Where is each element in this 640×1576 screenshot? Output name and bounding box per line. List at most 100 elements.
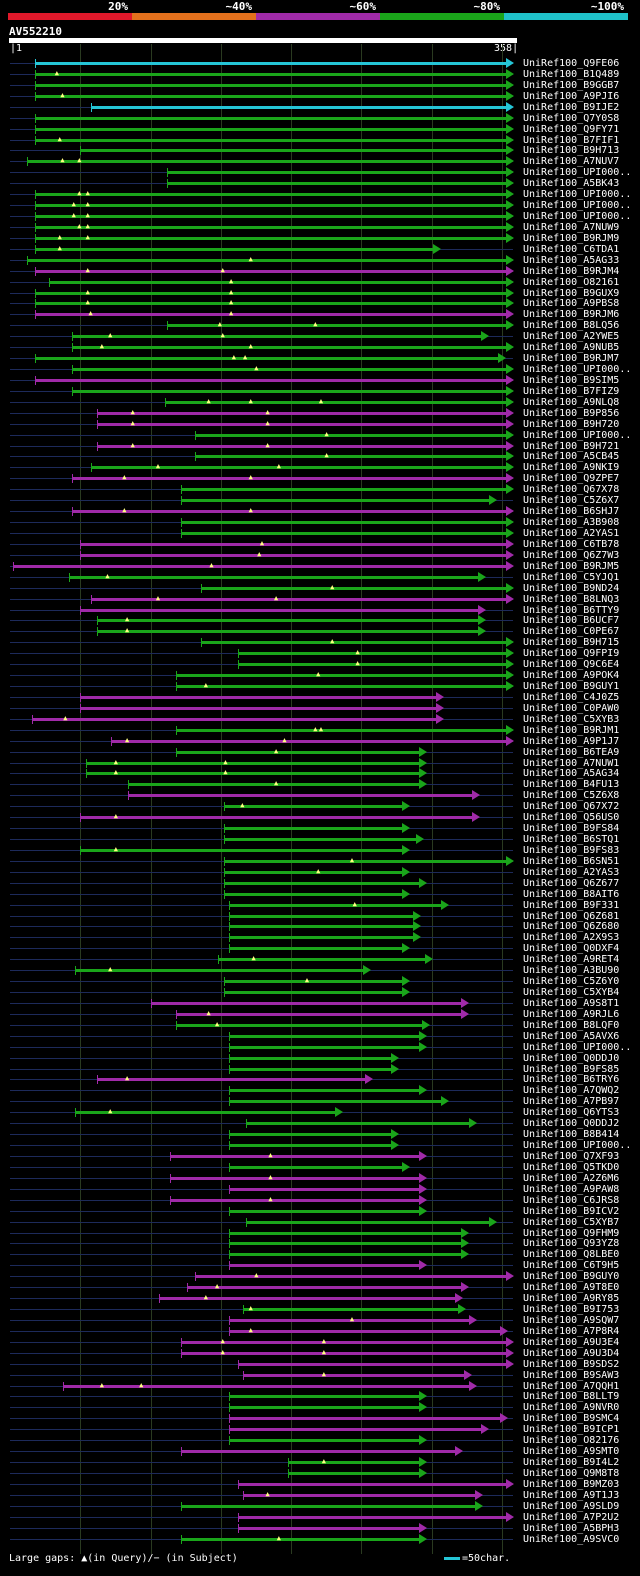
hit-label[interactable]: UniRef100_A9T8E0	[523, 1282, 620, 1294]
hit-label[interactable]: UniRef100_B8B414	[523, 1129, 620, 1141]
hit-alignment-bar[interactable]	[229, 925, 415, 929]
hit-alignment-bar[interactable]	[167, 171, 507, 175]
hit-row[interactable]: UniRef100_Q6Z680	[0, 921, 640, 932]
hit-label[interactable]: UniRef100_B9SIM5	[523, 374, 620, 386]
hit-row[interactable]: UniRef100_A5BK43	[0, 178, 640, 189]
hit-row[interactable]: ▲ UniRef100_A9RET4	[0, 954, 640, 965]
hit-row[interactable]: ▲ ▲ UniRef100_B9H721	[0, 440, 640, 452]
hit-row[interactable]: UniRef100_B9H713	[0, 145, 640, 156]
hit-row[interactable]: UniRef100_C4J0Z5	[0, 691, 640, 703]
hit-alignment-bar[interactable]	[35, 72, 507, 76]
hit-row[interactable]: UniRef100_UPI000..	[0, 1041, 640, 1053]
hit-row[interactable]: UniRef100_C0PAW0	[0, 702, 640, 714]
hit-label[interactable]: UniRef100_B8LLT9	[523, 1391, 620, 1403]
hit-row[interactable]: ▲ UniRef100_Q9C6E4	[0, 659, 640, 670]
hit-alignment-bar[interactable]	[175, 728, 507, 732]
hit-alignment-bar[interactable]	[181, 1450, 457, 1454]
hit-row[interactable]: ▲ ▲ UniRef100_B8LNQ3	[0, 593, 640, 605]
hit-alignment-bar[interactable]	[195, 455, 507, 459]
hit-alignment-bar[interactable]	[97, 444, 507, 448]
hit-alignment-bar[interactable]	[175, 1012, 463, 1016]
hit-row[interactable]: UniRef100_A5AVX6	[0, 1030, 640, 1042]
hit-label[interactable]: UniRef100_A5AVX6	[523, 1030, 620, 1042]
hit-label[interactable]: UniRef100_C5XYB4	[523, 987, 620, 999]
hit-label[interactable]: UniRef100_A9S8T1	[523, 997, 620, 1009]
hit-alignment-bar[interactable]	[223, 991, 404, 995]
hit-alignment-bar[interactable]	[223, 870, 404, 874]
hit-row[interactable]: UniRef100_B9MZ03	[0, 1478, 640, 1490]
hit-label[interactable]: UniRef100_A7P8R4	[523, 1325, 620, 1337]
hit-alignment-bar[interactable]	[97, 619, 479, 623]
hit-row[interactable]: ▲ UniRef100_B9I753	[0, 1304, 640, 1315]
hit-alignment-bar[interactable]	[229, 1406, 420, 1410]
hit-row[interactable]: ▲ UniRef100_A9RJL6	[0, 1008, 640, 1020]
hit-row[interactable]: ▲ ▲ UniRef100_UPI000..	[0, 211, 640, 222]
hit-row[interactable]: ▲ UniRef100_B9ND24	[0, 582, 640, 594]
hit-label[interactable]: UniRef100_B8LNQ3	[523, 593, 620, 605]
hit-row[interactable]: ▲ UniRef100_B9FS83	[0, 844, 640, 856]
hit-label[interactable]: UniRef100_Q8LBE0	[523, 1249, 620, 1261]
hit-label[interactable]: UniRef100_C5Z6X7	[523, 495, 620, 507]
hit-label[interactable]: UniRef100_UPI000..	[523, 200, 632, 212]
hit-row[interactable]: ▲ UniRef100_B9GUY1	[0, 681, 640, 692]
hit-label[interactable]: UniRef100_B9MZ03	[523, 1478, 620, 1490]
hit-label[interactable]: UniRef100_A9RY85	[523, 1293, 620, 1305]
hit-label[interactable]: UniRef100_A7QQH1	[523, 1380, 620, 1392]
hit-label[interactable]: UniRef100_UPI000..	[523, 1140, 632, 1152]
hit-label[interactable]: UniRef100_B9H721	[523, 440, 620, 452]
hit-row[interactable]: ▲ UniRef100_B7FIF1	[0, 134, 640, 146]
hit-alignment-bar[interactable]	[35, 138, 507, 142]
hit-row[interactable]: ▲ UniRef100_B1Q489	[0, 68, 640, 80]
hit-label[interactable]: UniRef100_B9H715	[523, 637, 620, 649]
hit-alignment-bar[interactable]	[170, 1176, 420, 1180]
hit-alignment-bar[interactable]	[69, 575, 479, 579]
hit-alignment-bar[interactable]	[229, 1242, 463, 1246]
hit-alignment-bar[interactable]	[201, 586, 507, 590]
hit-row[interactable]: UniRef100_B9ICV2	[0, 1205, 640, 1217]
hit-alignment-bar[interactable]	[35, 83, 507, 87]
hit-row[interactable]: ▲ UniRef100_B4FU13	[0, 779, 640, 790]
hit-label[interactable]: UniRef100_B9RJM7	[523, 353, 620, 365]
hit-row[interactable]: UniRef100_B9ICP1	[0, 1424, 640, 1435]
hit-label[interactable]: UniRef100_C5YJQ1	[523, 571, 620, 583]
hit-label[interactable]: UniRef100_B9SDS2	[523, 1358, 620, 1370]
hit-alignment-bar[interactable]	[35, 357, 499, 361]
hit-alignment-bar[interactable]	[26, 160, 507, 164]
hit-label[interactable]: UniRef100_C5Z6X8	[523, 790, 620, 802]
hit-label[interactable]: UniRef100_Q5TKD0	[523, 1161, 620, 1173]
hit-label[interactable]: UniRef100_B9FS84	[523, 823, 620, 835]
hit-label[interactable]: UniRef100_B9GUY0	[523, 1271, 620, 1283]
hit-row[interactable]: ▲ UniRef100_C6TB78	[0, 538, 640, 550]
hit-row[interactable]: ▲ ▲ UniRef100_B9RJM6	[0, 309, 640, 320]
hit-row[interactable]: ▲ ▲ UniRef100_A9U3D4	[0, 1347, 640, 1359]
hit-label[interactable]: UniRef100_Q0DDJ2	[523, 1118, 620, 1130]
hit-label[interactable]: UniRef100_A5AG34	[523, 768, 620, 780]
hit-row[interactable]: ▲ UniRef100_Q9FPI9	[0, 648, 640, 659]
hit-label[interactable]: UniRef100_B9SAW3	[523, 1369, 620, 1381]
hit-row[interactable]: ▲ UniRef100_A9SVC0	[0, 1533, 640, 1545]
hit-label[interactable]: UniRef100_A9NLQ8	[523, 396, 620, 408]
hit-alignment-bar[interactable]	[80, 695, 437, 699]
hit-alignment-bar[interactable]	[229, 1329, 502, 1333]
hit-row[interactable]: ▲ UniRef100_A9T1J3	[0, 1489, 640, 1501]
hit-label[interactable]: UniRef100_A3BU90	[523, 965, 620, 977]
hit-label[interactable]: UniRef100_C6T9H5	[523, 1260, 620, 1272]
hit-alignment-bar[interactable]	[181, 1340, 507, 1344]
hit-label[interactable]: UniRef100_B9ICP1	[523, 1424, 620, 1436]
hit-row[interactable]: UniRef100_C5XYB4	[0, 987, 640, 998]
hit-row[interactable]: ▲ ▲ UniRef100_Q9ZPE7	[0, 473, 640, 484]
hit-alignment-bar[interactable]	[167, 182, 507, 186]
hit-alignment-bar[interactable]	[195, 433, 507, 437]
hit-alignment-bar[interactable]	[26, 258, 507, 262]
hit-row[interactable]: ▲ UniRef100_B9F331	[0, 899, 640, 911]
hit-row[interactable]: UniRef100_A9S8T1	[0, 997, 640, 1009]
hit-alignment-bar[interactable]	[32, 717, 437, 721]
hit-label[interactable]: UniRef100_A2Z6M6	[523, 1172, 620, 1184]
hit-alignment-bar[interactable]	[150, 1001, 463, 1005]
hit-alignment-bar[interactable]	[229, 1133, 392, 1137]
hit-row[interactable]: ▲ ▲ UniRef100_A7QQH1	[0, 1380, 640, 1392]
hit-label[interactable]: UniRef100_Q7XF93	[523, 1151, 620, 1162]
hit-alignment-bar[interactable]	[164, 400, 507, 404]
hit-label[interactable]: UniRef100_B6SN51	[523, 855, 620, 867]
hit-alignment-bar[interactable]	[170, 1198, 420, 1202]
